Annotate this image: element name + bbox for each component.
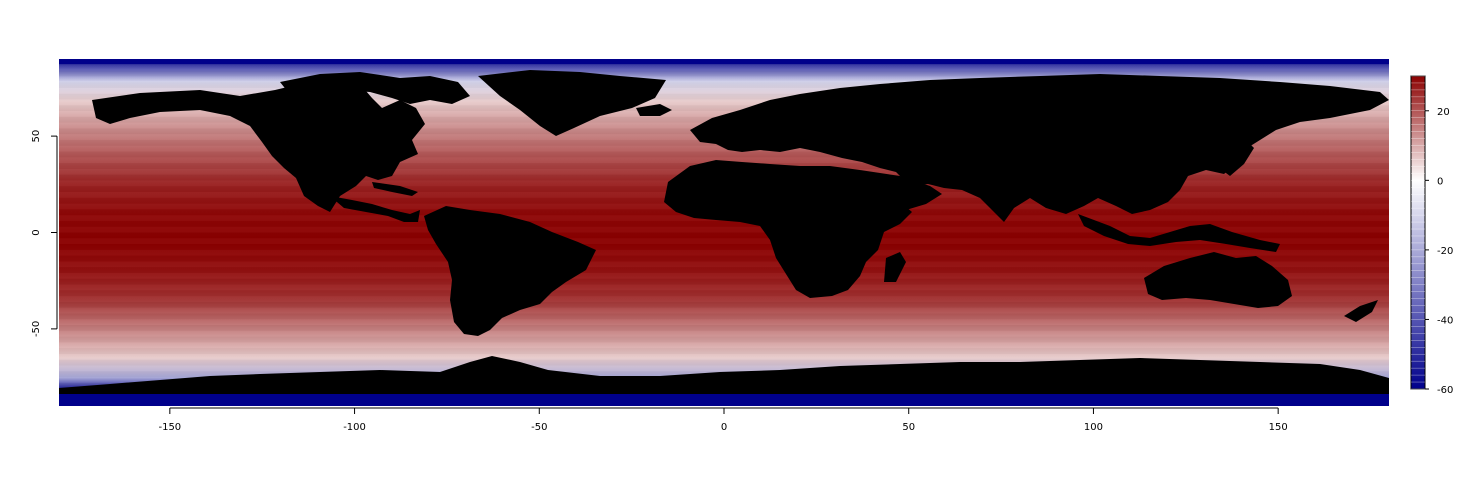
colorbar-ticks: 20 0 -20 -40 -60 — [1425, 107, 1453, 396]
landmasses — [59, 70, 1389, 406]
land-south-america — [424, 206, 596, 336]
land-eurasia — [690, 74, 1389, 222]
colorbar-tick-label: -60 — [1437, 385, 1453, 396]
colorbar: 20 0 -20 -40 -60 — [1410, 75, 1453, 396]
land-caribbean — [372, 182, 418, 196]
x-tick-label: 100 — [1084, 422, 1103, 433]
latitude-band — [59, 342, 1389, 348]
latitude-band — [59, 325, 1389, 331]
land-madagascar — [884, 252, 906, 282]
latitude-band — [59, 65, 1389, 71]
south-ice-band — [59, 394, 1389, 406]
land-japan — [1222, 140, 1254, 176]
colorbar-ramp — [1410, 75, 1426, 390]
latitude-band — [59, 302, 1389, 308]
colorbar-steps — [1411, 75, 1425, 390]
colorbar-tick-label: -20 — [1437, 246, 1453, 257]
latitude-band — [59, 319, 1389, 325]
x-tick-label: 150 — [1269, 422, 1288, 433]
latitude-band — [59, 71, 1389, 77]
latitude-band — [59, 221, 1389, 227]
land-arctic-archipelago — [280, 72, 470, 104]
latitude-band — [59, 244, 1389, 250]
x-tick-label: -50 — [531, 422, 547, 433]
x-tick-label: 0 — [721, 422, 727, 433]
latitude-band — [59, 348, 1389, 354]
latitude-band — [59, 308, 1389, 314]
y-axis: 50 0 -50 — [31, 130, 58, 337]
x-axis: -150 -100 -50 0 50 100 150 — [158, 407, 1288, 433]
land-new-zealand — [1344, 300, 1378, 322]
latitude-band — [59, 331, 1389, 337]
north-ice-band — [59, 59, 1389, 64]
land-antarctica — [59, 356, 1389, 406]
land-iceland — [636, 104, 672, 116]
land-africa — [664, 160, 912, 298]
latitude-band — [59, 250, 1389, 256]
colorbar-tick-label: 20 — [1437, 107, 1450, 118]
y-tick-label: -50 — [31, 321, 42, 337]
latitude-band — [59, 354, 1389, 360]
sea-ice — [59, 59, 1389, 406]
land-maritime-southeast-asia — [1078, 214, 1280, 252]
land-greenland — [478, 70, 666, 136]
latitude-band — [59, 337, 1389, 343]
land-arabia — [860, 170, 942, 210]
land-north-america — [92, 80, 425, 212]
map-panel — [59, 59, 1389, 406]
land-australia — [1144, 252, 1292, 308]
colorbar-tick-label: -40 — [1437, 315, 1453, 326]
x-tick-label: -150 — [158, 422, 181, 433]
x-tick-label: 50 — [902, 422, 915, 433]
y-tick-label: 50 — [31, 130, 42, 143]
x-tick-label: -100 — [343, 422, 366, 433]
colorbar-tick-label: 0 — [1437, 176, 1443, 187]
land-central-america — [330, 196, 420, 222]
latitude-band — [59, 313, 1389, 319]
y-tick-label: 0 — [31, 229, 42, 235]
